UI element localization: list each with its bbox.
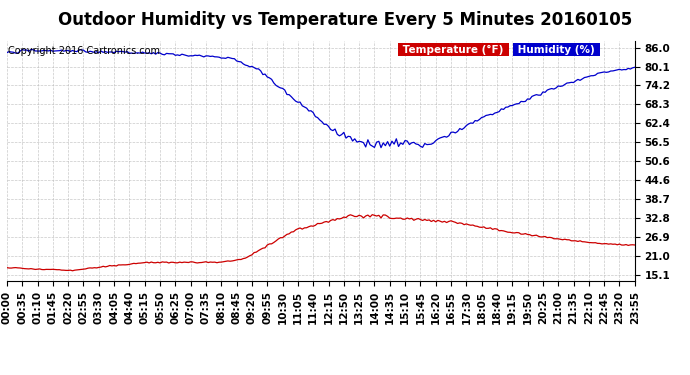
Text: Humidity (%): Humidity (%) (514, 45, 599, 55)
Text: Outdoor Humidity vs Temperature Every 5 Minutes 20160105: Outdoor Humidity vs Temperature Every 5 … (58, 11, 632, 29)
Text: Copyright 2016 Cartronics.com: Copyright 2016 Cartronics.com (8, 46, 160, 56)
Text: Temperature (°F): Temperature (°F) (400, 45, 507, 55)
